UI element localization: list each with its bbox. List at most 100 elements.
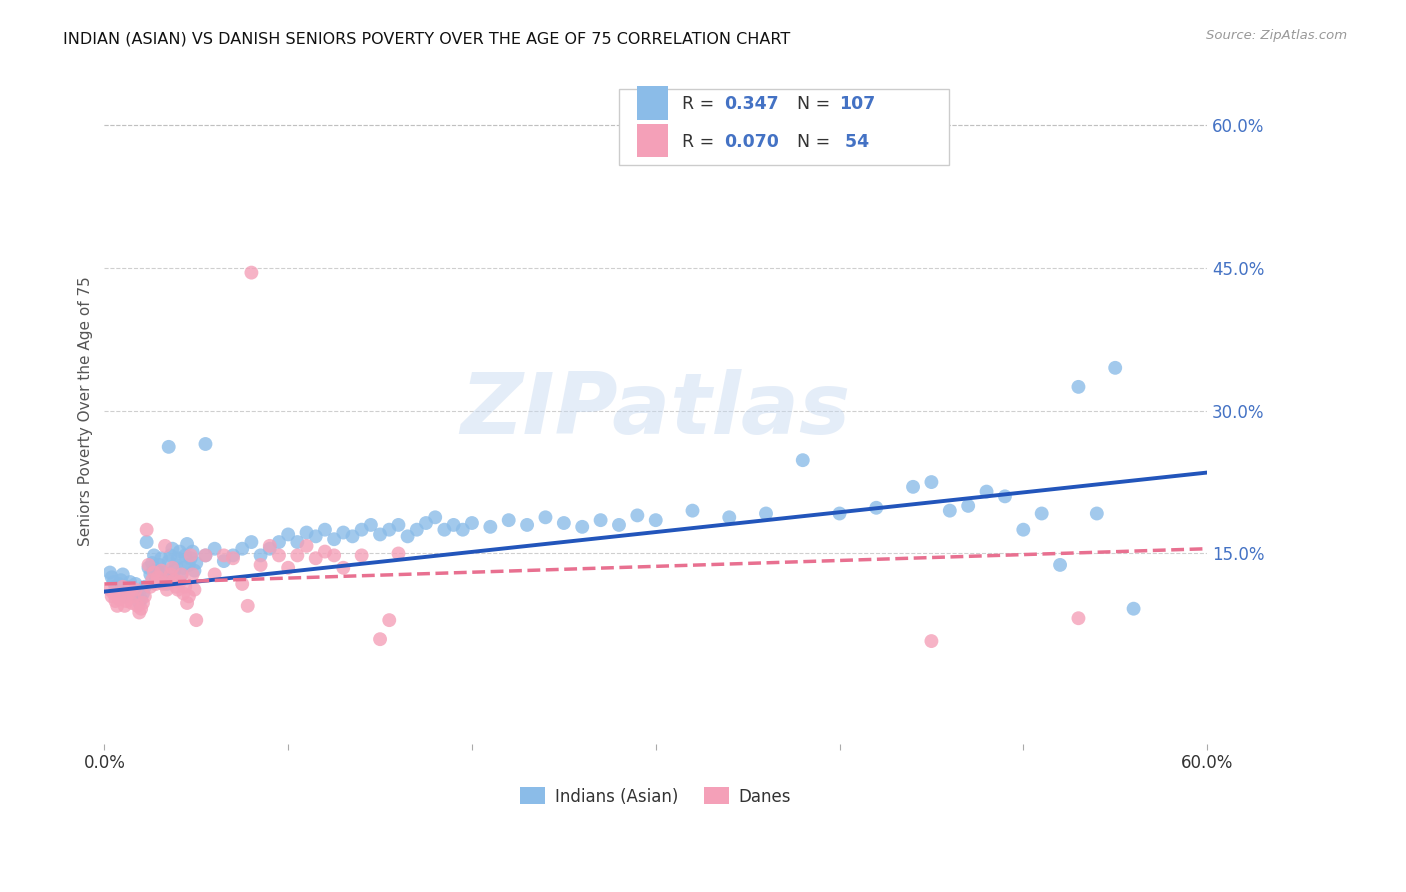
Text: R =: R = [682,133,720,151]
Point [180,549,202,563]
Point [231,577,253,591]
Point [396,529,419,543]
Point [305,529,328,543]
Point [323,532,346,546]
Point [222,551,245,566]
Point [104,594,127,608]
Point [259,541,281,556]
Point [111,580,134,594]
Point [122,590,145,604]
Point [295,525,318,540]
Point [110,586,132,600]
Point [498,513,520,527]
Point [141,573,163,587]
Point [139,567,162,582]
Point [156,582,179,597]
Point [828,507,851,521]
Point [153,570,176,584]
Point [259,539,281,553]
Point [792,453,814,467]
Text: INDIAN (ASIAN) VS DANISH SENIORS POVERTY OVER THE AGE OF 75 CORRELATION CHART: INDIAN (ASIAN) VS DANISH SENIORS POVERTY… [63,31,790,46]
Point [994,489,1017,503]
Point [626,508,648,523]
Point [100,570,122,584]
Point [98,566,121,580]
Point [98,582,121,597]
Point [115,594,138,608]
Point [159,549,181,563]
Point [129,601,152,615]
Point [682,503,704,517]
Text: 107: 107 [839,95,876,113]
Point [110,573,132,587]
Point [162,561,184,575]
Point [127,599,149,613]
Point [387,547,409,561]
Point [1067,380,1090,394]
Point [124,582,146,597]
Point [277,561,299,575]
Point [865,500,887,515]
Point [120,582,142,597]
Point [176,596,198,610]
Point [212,554,235,568]
Point [152,566,174,580]
Point [718,510,741,524]
Point [138,558,160,572]
Point [169,575,191,590]
Point [181,544,204,558]
Point [589,513,612,527]
Point [165,558,187,572]
Point [183,582,205,597]
Point [132,586,155,600]
Point [172,561,194,575]
Point [117,580,139,594]
Point [163,564,186,578]
Text: N =: N = [797,95,837,113]
Point [103,586,125,600]
Point [167,582,190,597]
Point [128,596,150,610]
Point [153,539,176,553]
Point [194,549,217,563]
Point [115,584,138,599]
Legend: Indians (Asian), Danes: Indians (Asian), Danes [513,780,797,813]
Point [177,558,200,572]
Point [957,499,980,513]
Point [1031,507,1053,521]
Point [443,517,465,532]
Point [157,554,180,568]
Point [607,517,630,532]
Point [378,613,401,627]
Point [138,561,160,575]
Point [204,541,226,556]
Point [159,567,181,582]
Point [451,523,474,537]
Point [129,592,152,607]
Point [177,590,200,604]
Point [145,577,167,591]
Point [143,566,166,580]
Point [553,516,575,530]
Point [415,516,437,530]
Point [350,549,373,563]
Point [181,567,204,582]
Point [285,549,308,563]
Point [174,549,197,563]
Point [183,564,205,578]
Point [194,549,217,563]
Point [120,575,142,590]
Point [186,613,208,627]
Point [186,556,208,570]
Point [169,544,191,558]
Point [433,523,456,537]
Point [236,599,259,613]
Point [122,582,145,597]
Point [1085,507,1108,521]
Point [128,606,150,620]
Point [332,561,354,575]
Point [1049,558,1071,572]
Point [342,529,364,543]
Point [108,577,131,591]
Point [100,590,122,604]
